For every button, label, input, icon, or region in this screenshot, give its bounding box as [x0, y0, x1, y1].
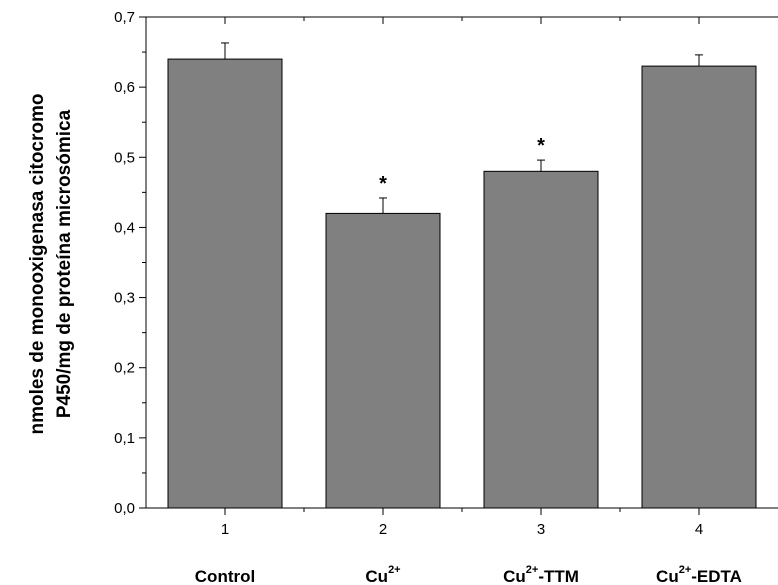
- group-label: Control: [195, 567, 255, 585]
- group-label: Cu2+-TTM: [503, 564, 579, 585]
- y-tick-label: 0,1: [114, 430, 135, 447]
- significance-marker: *: [379, 173, 387, 195]
- group-label: Cu2+: [365, 564, 400, 585]
- y-tick-label: 0,0: [114, 500, 135, 517]
- x-tick-label: 3: [537, 521, 545, 538]
- x-tick-label: 1: [221, 521, 229, 538]
- y-axis-label-line-2: P450/mg de proteína microsómica: [54, 109, 75, 418]
- x-tick-label: 4: [695, 521, 703, 538]
- y-tick-label: 0,5: [114, 149, 135, 166]
- bar: [167, 58, 283, 509]
- y-tick-label: 0,4: [114, 219, 135, 236]
- tick-marks: 0,0 0,1 0,2 0,3 0,4 0,5 0,6 0,7 1 2 3 4: [114, 9, 703, 538]
- bar-series: **: [167, 42, 757, 509]
- group-label: Cu2+-EDTA: [656, 564, 742, 585]
- y-tick-label: 0,3: [114, 290, 135, 307]
- y-tick-label: 0,7: [114, 9, 135, 26]
- x-tick-label: 2: [379, 521, 387, 538]
- y-tick-label: 0,6: [114, 79, 135, 96]
- bar: [325, 212, 441, 509]
- bar: [483, 170, 599, 509]
- y-axis-label-line-1: nmoles de monooxigenasa citocromo: [27, 93, 48, 434]
- bar: [641, 65, 757, 509]
- significance-marker: *: [537, 135, 545, 157]
- y-tick-label: 0,2: [114, 360, 135, 377]
